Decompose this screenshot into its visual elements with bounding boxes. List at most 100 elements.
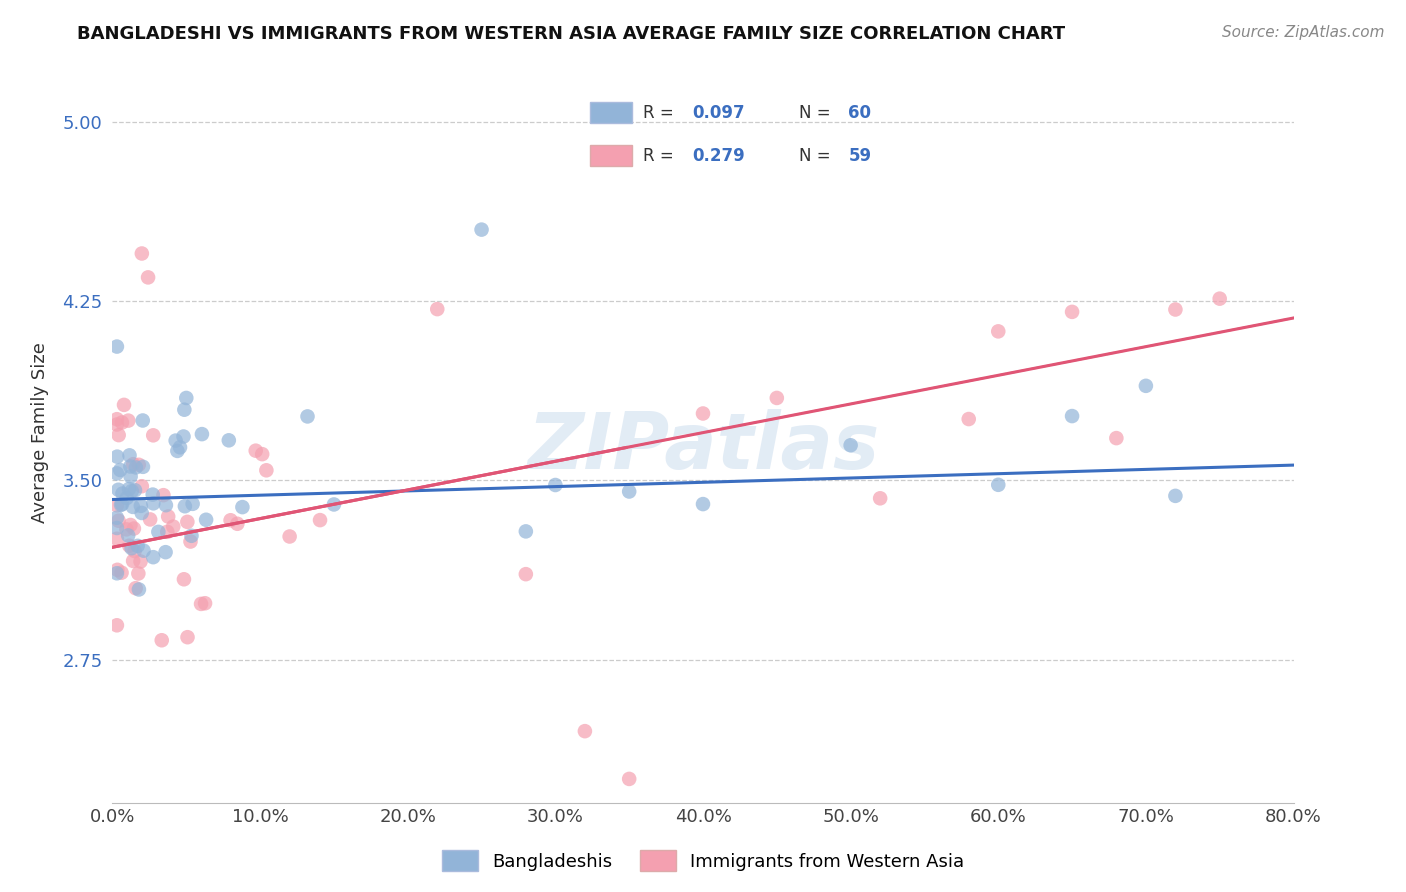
- Point: [173, 402, 195, 417]
- Point: [254, 463, 277, 477]
- Point: [120, 459, 142, 474]
- Point: [162, 519, 184, 533]
- Point: [165, 434, 187, 448]
- Point: [122, 500, 145, 514]
- Point: [1208, 292, 1232, 306]
- Point: [181, 497, 204, 511]
- Point: [157, 509, 180, 524]
- Point: [105, 340, 128, 354]
- Point: [176, 630, 198, 644]
- Point: [132, 459, 155, 474]
- Point: [692, 497, 714, 511]
- Point: [987, 478, 1010, 492]
- Point: [179, 534, 201, 549]
- Point: [112, 398, 135, 412]
- Point: [142, 496, 165, 510]
- Point: [120, 469, 142, 483]
- Point: [180, 529, 202, 543]
- Point: [190, 597, 212, 611]
- Point: [136, 270, 159, 285]
- Legend: Bangladeshis, Immigrants from Western Asia: Bangladeshis, Immigrants from Western As…: [434, 843, 972, 879]
- Point: [125, 581, 148, 595]
- Point: [105, 510, 128, 524]
- Point: [105, 521, 128, 535]
- Point: [128, 458, 150, 472]
- Point: [195, 513, 218, 527]
- Point: [132, 543, 155, 558]
- Point: [869, 491, 891, 506]
- Point: [107, 483, 129, 497]
- Point: [110, 498, 132, 512]
- Point: [470, 222, 494, 236]
- Point: [129, 554, 152, 568]
- Point: [124, 544, 146, 558]
- Point: [574, 724, 596, 739]
- Point: [191, 427, 214, 442]
- Point: [118, 448, 141, 462]
- Point: [245, 443, 267, 458]
- Point: [218, 434, 240, 448]
- Point: [105, 450, 128, 464]
- Point: [110, 566, 132, 580]
- Point: [155, 498, 177, 512]
- Point: [129, 499, 152, 513]
- Point: [117, 528, 139, 542]
- Point: [309, 513, 332, 527]
- Point: [131, 246, 153, 260]
- Point: [105, 566, 128, 581]
- Point: [124, 483, 146, 498]
- Point: [128, 582, 150, 597]
- Point: [250, 447, 273, 461]
- Point: [766, 391, 789, 405]
- Point: [619, 484, 641, 499]
- Point: [105, 417, 128, 432]
- Point: [131, 479, 153, 493]
- Point: [1062, 305, 1084, 319]
- Point: [115, 522, 138, 536]
- Point: [121, 541, 143, 556]
- Point: [173, 500, 195, 514]
- Point: [142, 428, 165, 442]
- Point: [174, 391, 197, 405]
- Point: [110, 463, 132, 477]
- Point: [219, 513, 242, 527]
- Point: [105, 618, 128, 632]
- Point: [323, 498, 346, 512]
- Point: [118, 539, 141, 553]
- Point: [127, 539, 149, 553]
- Point: [122, 457, 145, 471]
- Point: [1135, 379, 1157, 393]
- Text: Source: ZipAtlas.com: Source: ZipAtlas.com: [1222, 25, 1385, 40]
- Point: [515, 567, 537, 582]
- Point: [194, 596, 217, 610]
- Point: [692, 407, 714, 421]
- Point: [148, 524, 170, 539]
- Point: [173, 572, 195, 586]
- Point: [105, 532, 128, 546]
- Point: [125, 460, 148, 475]
- Point: [150, 633, 173, 648]
- Point: [544, 478, 567, 492]
- Point: [142, 487, 165, 501]
- Point: [152, 488, 174, 502]
- Point: [121, 483, 143, 498]
- Point: [231, 500, 253, 514]
- Point: [111, 497, 134, 511]
- Point: [1062, 409, 1084, 423]
- Point: [297, 409, 319, 424]
- Point: [131, 506, 153, 520]
- Point: [426, 302, 449, 317]
- Point: [1105, 431, 1128, 445]
- Text: BANGLADESHI VS IMMIGRANTS FROM WESTERN ASIA AVERAGE FAMILY SIZE CORRELATION CHAR: BANGLADESHI VS IMMIGRANTS FROM WESTERN A…: [77, 25, 1066, 43]
- Point: [155, 545, 177, 559]
- Point: [107, 428, 129, 442]
- Point: [1164, 489, 1187, 503]
- Point: [105, 467, 128, 481]
- Point: [169, 440, 191, 454]
- Text: ZIPatlas: ZIPatlas: [527, 409, 879, 485]
- Point: [127, 566, 149, 581]
- Point: [839, 438, 862, 452]
- Point: [278, 529, 301, 543]
- Point: [515, 524, 537, 539]
- Point: [142, 550, 165, 565]
